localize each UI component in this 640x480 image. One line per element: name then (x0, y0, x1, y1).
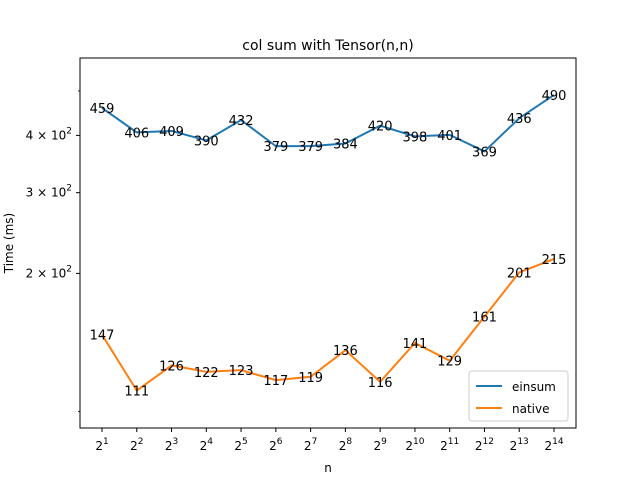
x-tick-label: 211 (440, 437, 459, 453)
data-label-native: 136 (333, 344, 358, 359)
x-tick-label: 23 (165, 437, 178, 453)
data-label-native: 123 (229, 364, 254, 379)
x-tick-label: 29 (373, 437, 387, 453)
data-label-einsum: 379 (263, 140, 288, 155)
y-axis-label: Time (ms) (2, 213, 16, 275)
plot-frame (79, 57, 577, 429)
x-axis-label: n (324, 461, 332, 475)
data-label-native: 117 (263, 374, 288, 389)
x-tick-label: 22 (130, 437, 143, 453)
data-label-einsum: 420 (368, 120, 393, 135)
data-label-native: 111 (124, 385, 149, 400)
data-label-einsum: 369 (472, 145, 497, 160)
data-label-native: 129 (437, 355, 462, 370)
data-label-native: 126 (159, 359, 184, 374)
data-label-native: 116 (368, 376, 393, 391)
data-label-einsum: 490 (542, 89, 567, 104)
data-label-native: 122 (194, 366, 219, 381)
data-label-einsum: 401 (437, 129, 462, 144)
legend-label-native: native (512, 402, 549, 416)
y-tick-label: 3 × 102 (26, 184, 72, 200)
x-tick-label: 210 (405, 437, 424, 453)
data-label-einsum: 436 (507, 112, 532, 127)
data-label-native: 119 (298, 371, 323, 386)
chart-title: col sum with Tensor(n,n) (242, 38, 413, 54)
data-label-native: 141 (403, 337, 428, 352)
series-line-native (101, 258, 555, 392)
data-label-native: 161 (472, 311, 497, 326)
data-label-native: 215 (542, 253, 567, 268)
data-label-einsum: 398 (403, 130, 428, 145)
x-tick-label: 213 (510, 437, 529, 453)
data-label-einsum: 384 (333, 138, 358, 153)
x-tick-label: 21 (95, 437, 108, 453)
legend: einsum native (468, 370, 569, 422)
x-tick-label: 24 (200, 437, 214, 453)
data-label-native: 201 (507, 266, 532, 281)
legend-label-einsum: einsum (512, 380, 556, 394)
axis-ticks: 21 22 23 24 25 26 27 28 29 210 211 212 213 214 2 × 102… (26, 90, 564, 453)
series-lines (101, 94, 555, 392)
x-tick-label: 26 (269, 437, 283, 453)
series-line-einsum (101, 94, 555, 153)
y-tick-label: 2 × 102 (26, 264, 72, 280)
data-label-einsum: 432 (229, 114, 254, 129)
x-tick-label: 25 (234, 437, 247, 453)
data-label-einsum: 379 (298, 140, 323, 155)
x-tick-label: 212 (475, 437, 494, 453)
y-tick-label: 4 × 102 (26, 126, 72, 142)
x-tick-label: 214 (544, 437, 563, 453)
data-label-native: 147 (90, 329, 115, 344)
data-label-einsum: 390 (194, 134, 219, 149)
data-label-einsum: 406 (124, 126, 149, 141)
x-tick-label: 27 (304, 437, 317, 453)
data-labels: 459 406 409 390 432 379 379 384 420 398 401 369 436 4… (90, 89, 567, 400)
data-label-einsum: 409 (159, 125, 184, 140)
data-label-einsum: 459 (90, 102, 115, 117)
x-tick-label: 28 (339, 437, 353, 453)
